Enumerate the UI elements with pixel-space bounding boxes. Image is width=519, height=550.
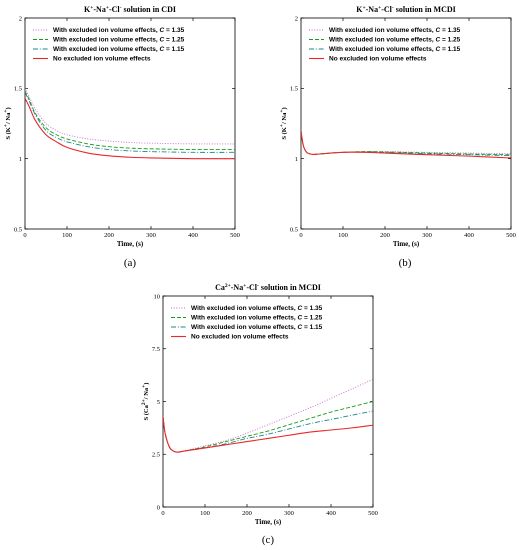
panel-label-c: (c)	[262, 534, 275, 546]
y-tick-label: 2.5	[152, 452, 160, 459]
legend-entry-4: No excluded ion volume effects	[53, 56, 151, 63]
series-line-4	[25, 97, 235, 160]
legend-entry-3: With excluded ion volume effects, C = 1.…	[329, 46, 461, 53]
x-tick-label: 0	[299, 232, 302, 239]
x-tick-label: 200	[242, 510, 252, 517]
panel-label-a: (a)	[124, 257, 137, 269]
legend-entry-2: With excluded ion volume effects, C = 1.…	[329, 37, 461, 44]
legend-entry-3: With excluded ion volume effects, C = 1.…	[191, 324, 323, 331]
series-group	[301, 130, 511, 159]
series-line-4	[163, 416, 373, 453]
chart-panel-1: K+-Na+-Cl- solution in CDI 0 100 200 300 400 5…	[3, 5, 240, 248]
y-axis-label: S (K+/ Na+)	[279, 107, 288, 139]
x-tick-label: 100	[62, 232, 72, 239]
y-tick-label: 0	[157, 504, 160, 511]
y-tick-label: 1	[19, 156, 22, 163]
y-tick-label: 7.5	[152, 346, 160, 353]
series-line-1	[25, 88, 235, 145]
y-tick-label: 5	[157, 399, 160, 406]
x-tick-label: 300	[146, 232, 156, 239]
x-tick-label: 500	[368, 510, 378, 517]
plot-frame	[24, 17, 236, 230]
y-tick-label: 0.5	[14, 226, 22, 233]
series-line-3	[25, 92, 235, 153]
legend: With excluded ion volume effects, C = 1.…	[171, 305, 323, 341]
x-tick-label: 400	[326, 510, 336, 517]
series-line-1	[301, 130, 511, 155]
x-tick-label: 400	[188, 232, 198, 239]
y-tick-label: 1.5	[290, 86, 298, 93]
chart-title: K+-Na+-Cl- solution in CDI	[84, 5, 176, 14]
legend-entry-1: With excluded ion volume effects, C = 1.…	[191, 305, 323, 312]
legend-entry-1: With excluded ion volume effects, C = 1.…	[329, 27, 461, 34]
chart-title: Ca2+-Na+-Cl- solution in MCDI	[215, 283, 321, 292]
x-tick-label: 500	[506, 232, 516, 239]
y-axis-label: S (K+/ Na+)	[3, 107, 12, 139]
x-tick-label: 200	[104, 232, 114, 239]
y-axis-label: S (Ca2+/ Na+)	[141, 383, 150, 421]
y-tick-label: 10	[154, 293, 161, 300]
legend: With excluded ion volume effects, C = 1.…	[33, 27, 185, 63]
x-tick-label: 0	[161, 510, 164, 517]
legend-entry-2: With excluded ion volume effects, C = 1.…	[191, 315, 323, 322]
y-tick-label: 0.5	[290, 226, 298, 233]
legend-entry-4: No excluded ion volume effects	[191, 334, 289, 341]
chart-title: K+-Na+-Cl- solution in MCDI	[356, 5, 456, 14]
x-tick-label: 300	[422, 232, 432, 239]
x-axis-label: Time, (s)	[255, 518, 282, 526]
series-line-1	[163, 378, 373, 453]
series-line-2	[301, 130, 511, 156]
x-axis-label: Time, (s)	[117, 240, 144, 248]
legend-entry-3: With excluded ion volume effects, C = 1.…	[53, 46, 185, 53]
x-tick-label: 500	[230, 232, 240, 239]
chart-panel-2: K+-Na+-Cl- solution in MCDI 0 100 200 300 400…	[279, 5, 516, 248]
panel-label-b: (b)	[399, 257, 412, 269]
legend-entry-4: No excluded ion volume effects	[329, 56, 427, 63]
series-line-3	[163, 410, 373, 453]
y-tick-label: 2	[19, 15, 22, 22]
y-tick-label: 1.5	[14, 86, 22, 93]
x-tick-label: 200	[380, 232, 390, 239]
legend-entry-2: With excluded ion volume effects, C = 1.…	[53, 37, 185, 44]
y-tick-label: 1	[295, 156, 298, 163]
series-group	[163, 378, 373, 453]
x-tick-label: 100	[338, 232, 348, 239]
x-axis-label: Time, (s)	[393, 240, 420, 248]
x-tick-label: 0	[23, 232, 26, 239]
series-line-4	[301, 130, 511, 159]
series-line-2	[163, 401, 373, 453]
series-line-2	[25, 90, 235, 151]
plot-frame	[300, 17, 512, 230]
x-tick-label: 300	[284, 510, 294, 517]
x-tick-label: 400	[464, 232, 474, 239]
legend-entry-1: With excluded ion volume effects, C = 1.…	[53, 27, 185, 34]
legend: With excluded ion volume effects, C = 1.…	[309, 27, 461, 63]
series-group	[25, 88, 235, 160]
x-tick-label: 100	[200, 510, 210, 517]
y-tick-label: 2	[295, 15, 298, 22]
